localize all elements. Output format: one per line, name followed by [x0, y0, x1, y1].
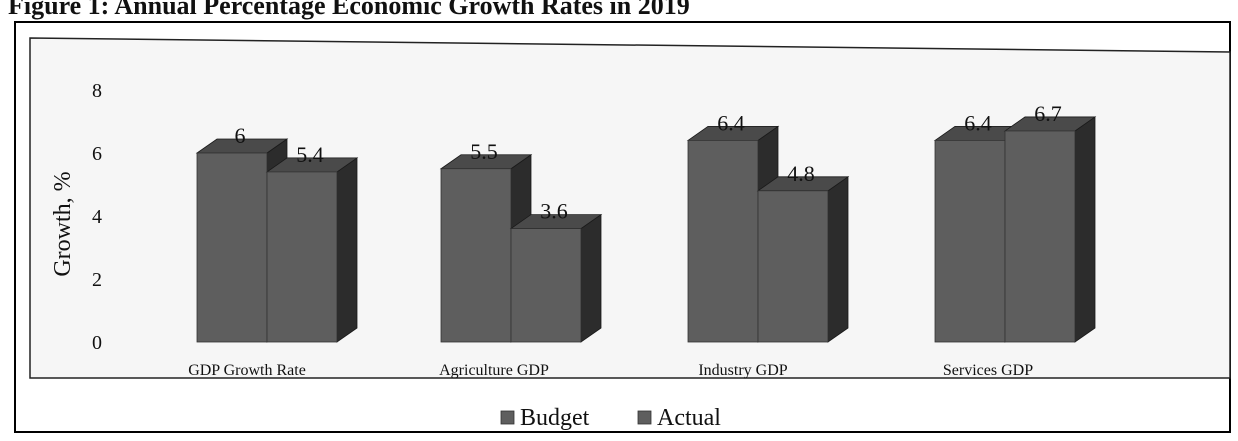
legend-swatch: [637, 410, 652, 425]
bar-front: [687, 139, 759, 343]
category-label: Agriculture GDP: [439, 362, 549, 379]
bar: 6.7: [1003, 101, 1097, 343]
bar-side: [1074, 116, 1096, 343]
y-tick-label: 6: [92, 143, 102, 165]
category-label: Industry GDP: [698, 362, 787, 379]
bar-side: [336, 157, 358, 343]
bar: 5.4: [265, 142, 359, 343]
bar-front: [510, 228, 582, 343]
bar-side: [827, 176, 849, 343]
y-tick-label: 8: [92, 80, 102, 102]
legend-swatch: [500, 410, 515, 425]
category-label: GDP Growth Rate: [188, 362, 306, 379]
bar-front: [757, 190, 829, 343]
y-tick-label: 4: [92, 206, 102, 228]
bars: 6 5.4 5.5 3.6 6.4 4.8 6.4 6.7: [195, 101, 1097, 343]
bar-front: [934, 139, 1006, 343]
data-label: 6: [235, 123, 246, 148]
y-axis-label: Growth, %: [50, 171, 76, 276]
legend: Budget Actual: [500, 405, 721, 431]
bar: 3.6: [509, 199, 603, 343]
category-label: Services GDP: [943, 362, 1033, 379]
legend-label: Actual: [657, 405, 721, 431]
y-tick-label: 0: [92, 332, 102, 354]
bar-front: [196, 152, 268, 343]
data-label: 6.7: [1034, 101, 1062, 126]
bar-side: [580, 213, 602, 343]
data-label: 3.6: [540, 199, 568, 224]
data-label: 6.4: [964, 110, 992, 135]
bar-front: [440, 168, 512, 343]
y-axis-ticks: 0 2 4 6 8: [92, 80, 102, 354]
category-labels: GDP Growth Rate Agriculture GDP Industry G…: [188, 362, 1033, 379]
bar: 4.8: [756, 161, 850, 343]
bar-front: [1004, 130, 1076, 343]
figure-caption: Figure 1: Annual Percentage Economic Gro…: [8, 0, 690, 20]
data-label: 5.4: [296, 142, 324, 167]
bar-front: [266, 171, 338, 343]
y-tick-label: 2: [92, 269, 102, 291]
data-label: 5.5: [470, 139, 498, 164]
legend-label: Budget: [520, 405, 590, 431]
data-label: 4.8: [787, 161, 815, 186]
data-label: 6.4: [717, 110, 745, 135]
